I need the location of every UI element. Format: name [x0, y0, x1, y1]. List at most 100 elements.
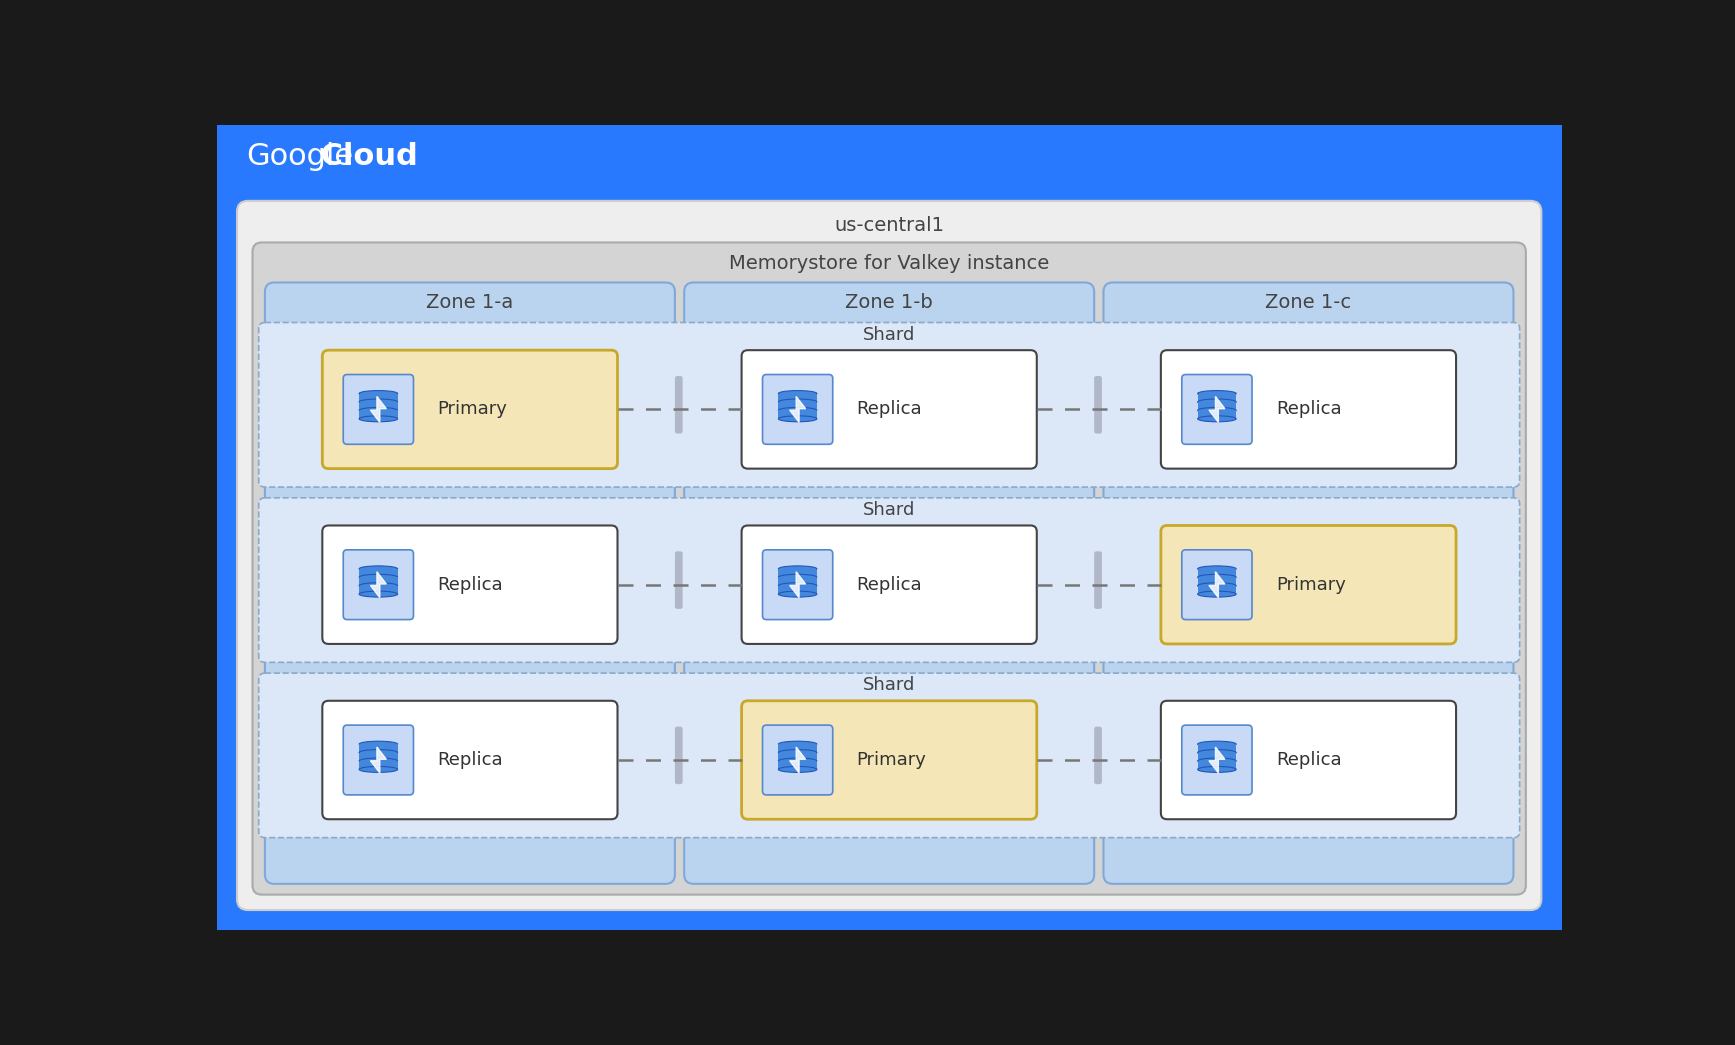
Text: Zone 1-a: Zone 1-a — [427, 293, 514, 312]
Ellipse shape — [779, 741, 817, 747]
Ellipse shape — [359, 766, 397, 772]
FancyBboxPatch shape — [344, 550, 413, 620]
Bar — [359, 394, 397, 402]
Text: Shard: Shard — [862, 502, 916, 519]
Ellipse shape — [779, 749, 817, 756]
Ellipse shape — [779, 566, 817, 572]
Ellipse shape — [1197, 575, 1235, 580]
FancyBboxPatch shape — [762, 550, 833, 620]
Ellipse shape — [359, 416, 397, 422]
Bar — [779, 585, 817, 595]
Ellipse shape — [359, 591, 397, 597]
FancyBboxPatch shape — [741, 526, 1038, 644]
Bar — [1197, 577, 1235, 585]
FancyBboxPatch shape — [1161, 701, 1456, 819]
Text: Replica: Replica — [1275, 751, 1341, 769]
Ellipse shape — [1197, 766, 1235, 772]
Ellipse shape — [1197, 749, 1235, 756]
Polygon shape — [789, 572, 805, 598]
Polygon shape — [1209, 572, 1225, 598]
Ellipse shape — [359, 391, 397, 396]
FancyBboxPatch shape — [1182, 725, 1253, 795]
Ellipse shape — [1197, 591, 1235, 597]
Ellipse shape — [359, 566, 397, 572]
FancyBboxPatch shape — [259, 673, 1520, 838]
Bar — [1197, 761, 1235, 769]
Bar — [779, 761, 817, 769]
Bar — [1197, 568, 1235, 577]
FancyBboxPatch shape — [1161, 526, 1456, 644]
FancyBboxPatch shape — [259, 323, 1520, 487]
Ellipse shape — [359, 758, 397, 764]
Ellipse shape — [359, 583, 397, 588]
Bar — [1197, 744, 1235, 752]
Polygon shape — [370, 396, 387, 422]
Ellipse shape — [779, 399, 817, 405]
Ellipse shape — [779, 416, 817, 422]
FancyBboxPatch shape — [344, 374, 413, 444]
Text: Zone 1-c: Zone 1-c — [1265, 293, 1352, 312]
Polygon shape — [789, 396, 805, 422]
Ellipse shape — [1197, 566, 1235, 572]
FancyBboxPatch shape — [675, 376, 682, 434]
Ellipse shape — [1197, 416, 1235, 422]
Ellipse shape — [779, 583, 817, 588]
Ellipse shape — [779, 575, 817, 580]
Bar — [779, 568, 817, 577]
Ellipse shape — [359, 741, 397, 747]
Ellipse shape — [779, 758, 817, 764]
Bar — [1197, 585, 1235, 595]
Bar — [217, 125, 1562, 187]
Text: Replica: Replica — [437, 576, 503, 594]
Bar — [779, 577, 817, 585]
Bar — [779, 752, 817, 761]
Text: Replica: Replica — [857, 576, 923, 594]
Bar — [1197, 411, 1235, 419]
Bar — [779, 394, 817, 402]
FancyBboxPatch shape — [265, 282, 675, 884]
Text: Shard: Shard — [862, 676, 916, 695]
Bar — [359, 744, 397, 752]
Text: Memorystore for Valkey instance: Memorystore for Valkey instance — [729, 255, 1050, 274]
Ellipse shape — [359, 399, 397, 405]
FancyBboxPatch shape — [741, 701, 1038, 819]
Text: Primary: Primary — [857, 751, 926, 769]
Ellipse shape — [1197, 741, 1235, 747]
Text: Replica: Replica — [1275, 400, 1341, 418]
Ellipse shape — [359, 575, 397, 580]
Polygon shape — [370, 572, 387, 598]
Text: Shard: Shard — [862, 326, 916, 344]
Ellipse shape — [1197, 758, 1235, 764]
Bar — [359, 752, 397, 761]
Bar — [779, 744, 817, 752]
FancyBboxPatch shape — [323, 350, 618, 468]
FancyBboxPatch shape — [323, 526, 618, 644]
Bar — [359, 585, 397, 595]
FancyBboxPatch shape — [1095, 376, 1102, 434]
Text: Cloud: Cloud — [311, 142, 418, 170]
Text: Replica: Replica — [437, 751, 503, 769]
Ellipse shape — [779, 766, 817, 772]
FancyBboxPatch shape — [1182, 550, 1253, 620]
Ellipse shape — [1197, 583, 1235, 588]
Bar — [779, 402, 817, 411]
FancyBboxPatch shape — [253, 242, 1525, 895]
Ellipse shape — [359, 408, 397, 414]
Text: Primary: Primary — [437, 400, 507, 418]
Ellipse shape — [779, 408, 817, 414]
Bar — [1197, 402, 1235, 411]
FancyBboxPatch shape — [259, 497, 1520, 663]
Ellipse shape — [1197, 408, 1235, 414]
FancyBboxPatch shape — [1095, 552, 1102, 609]
Bar — [1197, 752, 1235, 761]
Bar — [359, 577, 397, 585]
FancyBboxPatch shape — [741, 350, 1038, 468]
Bar — [359, 402, 397, 411]
Text: us-central1: us-central1 — [835, 216, 944, 235]
FancyBboxPatch shape — [762, 725, 833, 795]
FancyBboxPatch shape — [238, 201, 1541, 910]
Ellipse shape — [1197, 391, 1235, 396]
Ellipse shape — [779, 591, 817, 597]
Text: Google: Google — [246, 142, 354, 170]
FancyBboxPatch shape — [675, 552, 682, 609]
